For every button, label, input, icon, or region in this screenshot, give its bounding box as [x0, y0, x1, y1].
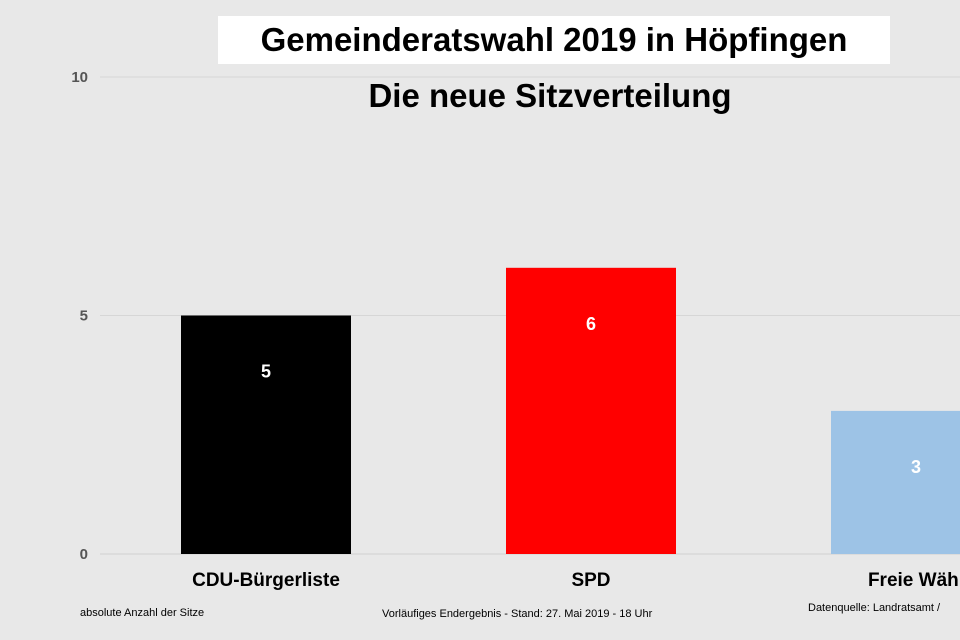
bar [831, 410, 960, 554]
y-tick-label: 5 [80, 308, 88, 325]
footnote-status: Vorläufiges Endergebnis - Stand: 27. Mai… [382, 608, 653, 620]
data-label: 5 [261, 362, 271, 382]
chart-subtitle: Die neue Sitzverteilung [368, 77, 732, 114]
chart-title: Gemeinderatswahl 2019 in Höpfingen [260, 21, 848, 58]
bar [506, 267, 676, 554]
data-label: 6 [586, 314, 596, 334]
data-label: 3 [911, 457, 921, 477]
bar [181, 315, 351, 554]
y-tick-label: 10 [71, 69, 88, 86]
x-tick-label: CDU-Bürgerliste [192, 570, 340, 591]
title-background [218, 16, 890, 64]
y-tick-label: 0 [80, 546, 88, 563]
x-tick-label: SPD [571, 570, 610, 591]
x-tick-label: Freie Wähl [868, 570, 960, 591]
footnote-unit: absolute Anzahl der Sitze [80, 607, 205, 619]
footnote-source: Datenquelle: Landratsamt / [808, 602, 941, 614]
